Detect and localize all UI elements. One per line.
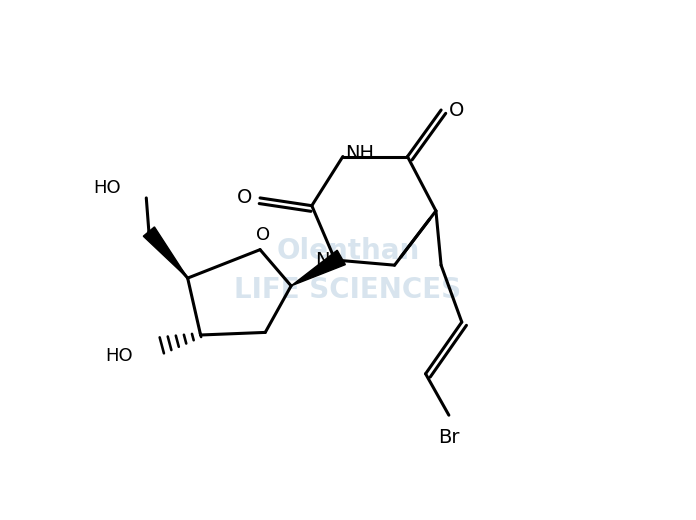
Polygon shape xyxy=(143,227,188,278)
Text: Br: Br xyxy=(438,428,459,447)
Text: O: O xyxy=(449,100,464,120)
Text: NH: NH xyxy=(345,145,374,163)
Text: Olenthan
LIFE SCIENCES: Olenthan LIFE SCIENCES xyxy=(235,237,461,304)
Text: HO: HO xyxy=(93,178,120,197)
Text: O: O xyxy=(255,226,270,244)
Polygon shape xyxy=(291,250,345,286)
Text: HO: HO xyxy=(106,347,134,365)
Text: O: O xyxy=(237,188,252,207)
Text: N: N xyxy=(315,251,329,269)
